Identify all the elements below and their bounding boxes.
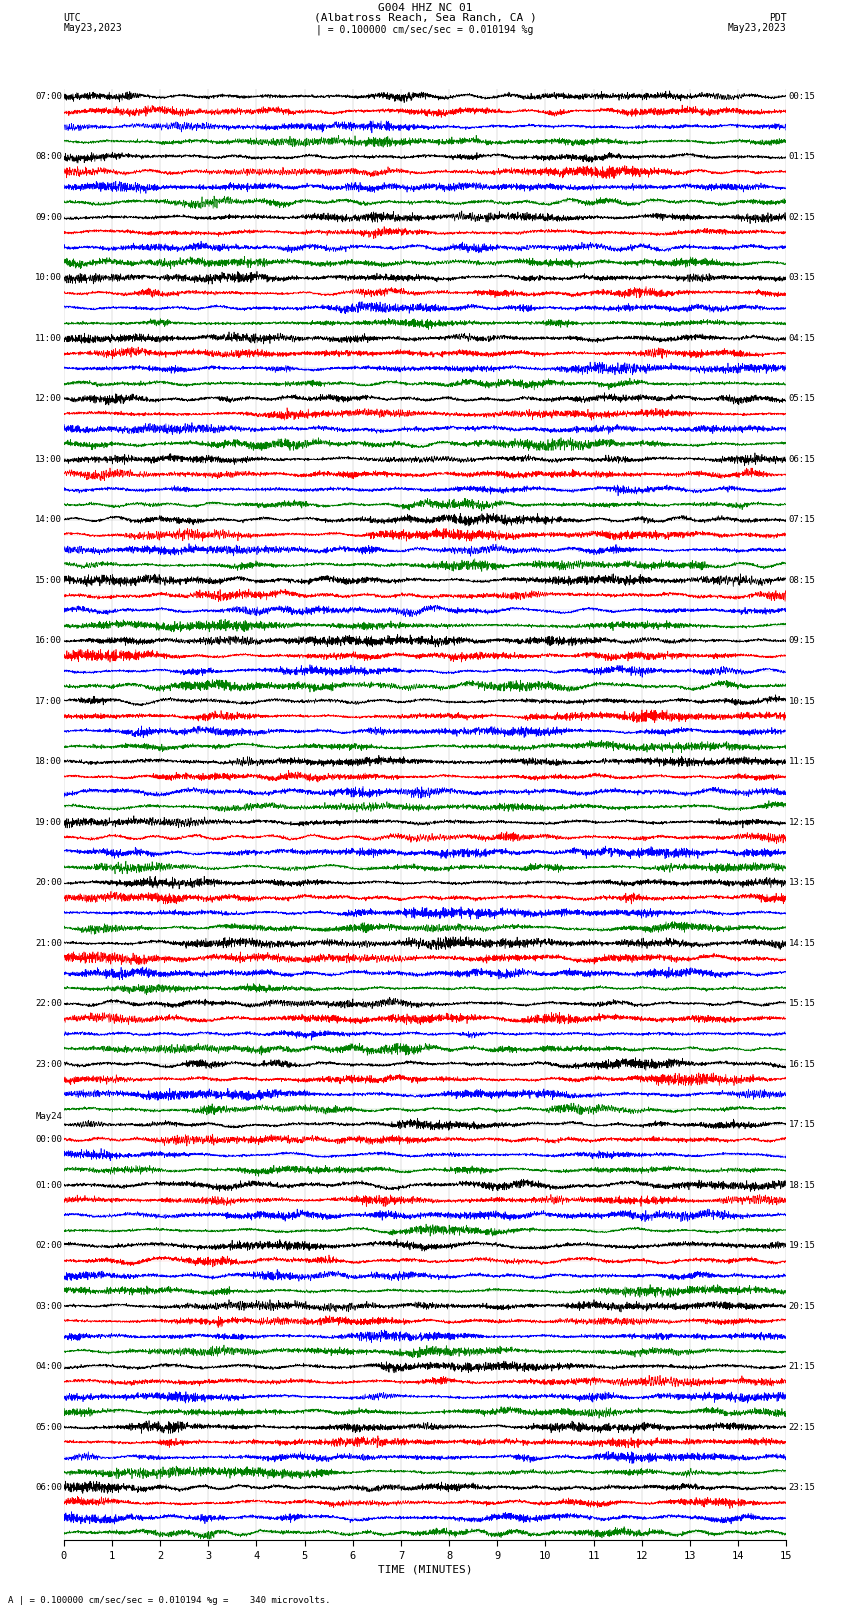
Text: 02:00: 02:00 bbox=[35, 1240, 62, 1250]
Text: 11:15: 11:15 bbox=[789, 756, 816, 766]
Text: May24: May24 bbox=[35, 1111, 62, 1121]
Text: 22:15: 22:15 bbox=[789, 1423, 816, 1431]
Text: 13:15: 13:15 bbox=[789, 877, 816, 887]
Text: 09:15: 09:15 bbox=[789, 636, 816, 645]
Text: 02:15: 02:15 bbox=[789, 213, 816, 221]
Text: 09:00: 09:00 bbox=[35, 213, 62, 221]
Text: 10:00: 10:00 bbox=[35, 273, 62, 282]
Text: PDT: PDT bbox=[768, 13, 786, 23]
Text: 20:15: 20:15 bbox=[789, 1302, 816, 1310]
Text: 20:00: 20:00 bbox=[35, 877, 62, 887]
Text: 03:00: 03:00 bbox=[35, 1302, 62, 1310]
Text: 17:15: 17:15 bbox=[789, 1119, 816, 1129]
Text: 21:15: 21:15 bbox=[789, 1361, 816, 1371]
Text: 01:00: 01:00 bbox=[35, 1181, 62, 1189]
Text: 11:00: 11:00 bbox=[35, 334, 62, 342]
Text: 21:00: 21:00 bbox=[35, 939, 62, 947]
Text: 19:00: 19:00 bbox=[35, 818, 62, 826]
Text: G004 HHZ NC 01: G004 HHZ NC 01 bbox=[377, 3, 473, 13]
Text: May23,2023: May23,2023 bbox=[728, 23, 786, 32]
X-axis label: TIME (MINUTES): TIME (MINUTES) bbox=[377, 1565, 473, 1574]
Text: UTC: UTC bbox=[64, 13, 82, 23]
Text: 16:00: 16:00 bbox=[35, 636, 62, 645]
Text: 07:00: 07:00 bbox=[35, 92, 62, 100]
Text: 22:00: 22:00 bbox=[35, 998, 62, 1008]
Text: 12:00: 12:00 bbox=[35, 394, 62, 403]
Text: 05:15: 05:15 bbox=[789, 394, 816, 403]
Text: 23:15: 23:15 bbox=[789, 1482, 816, 1492]
Text: 04:00: 04:00 bbox=[35, 1361, 62, 1371]
Text: 18:15: 18:15 bbox=[789, 1181, 816, 1189]
Text: 10:15: 10:15 bbox=[789, 697, 816, 705]
Text: A | = 0.100000 cm/sec/sec = 0.010194 %g =    340 microvolts.: A | = 0.100000 cm/sec/sec = 0.010194 %g … bbox=[8, 1595, 331, 1605]
Text: (Albatross Reach, Sea Ranch, CA ): (Albatross Reach, Sea Ranch, CA ) bbox=[314, 13, 536, 23]
Text: | = 0.100000 cm/sec/sec = 0.010194 %g: | = 0.100000 cm/sec/sec = 0.010194 %g bbox=[316, 24, 534, 35]
Text: 23:00: 23:00 bbox=[35, 1060, 62, 1068]
Text: 07:15: 07:15 bbox=[789, 515, 816, 524]
Text: 18:00: 18:00 bbox=[35, 756, 62, 766]
Text: 06:00: 06:00 bbox=[35, 1482, 62, 1492]
Text: 15:15: 15:15 bbox=[789, 998, 816, 1008]
Text: 08:00: 08:00 bbox=[35, 152, 62, 161]
Text: 06:15: 06:15 bbox=[789, 455, 816, 463]
Text: 19:15: 19:15 bbox=[789, 1240, 816, 1250]
Text: 03:15: 03:15 bbox=[789, 273, 816, 282]
Text: 16:15: 16:15 bbox=[789, 1060, 816, 1068]
Text: 01:15: 01:15 bbox=[789, 152, 816, 161]
Text: 15:00: 15:00 bbox=[35, 576, 62, 584]
Text: 14:00: 14:00 bbox=[35, 515, 62, 524]
Text: 00:15: 00:15 bbox=[789, 92, 816, 100]
Text: 05:00: 05:00 bbox=[35, 1423, 62, 1431]
Text: 14:15: 14:15 bbox=[789, 939, 816, 947]
Text: 08:15: 08:15 bbox=[789, 576, 816, 584]
Text: 17:00: 17:00 bbox=[35, 697, 62, 705]
Text: 00:00: 00:00 bbox=[35, 1136, 62, 1144]
Text: 04:15: 04:15 bbox=[789, 334, 816, 342]
Text: 12:15: 12:15 bbox=[789, 818, 816, 826]
Text: 13:00: 13:00 bbox=[35, 455, 62, 463]
Text: May23,2023: May23,2023 bbox=[64, 23, 122, 32]
